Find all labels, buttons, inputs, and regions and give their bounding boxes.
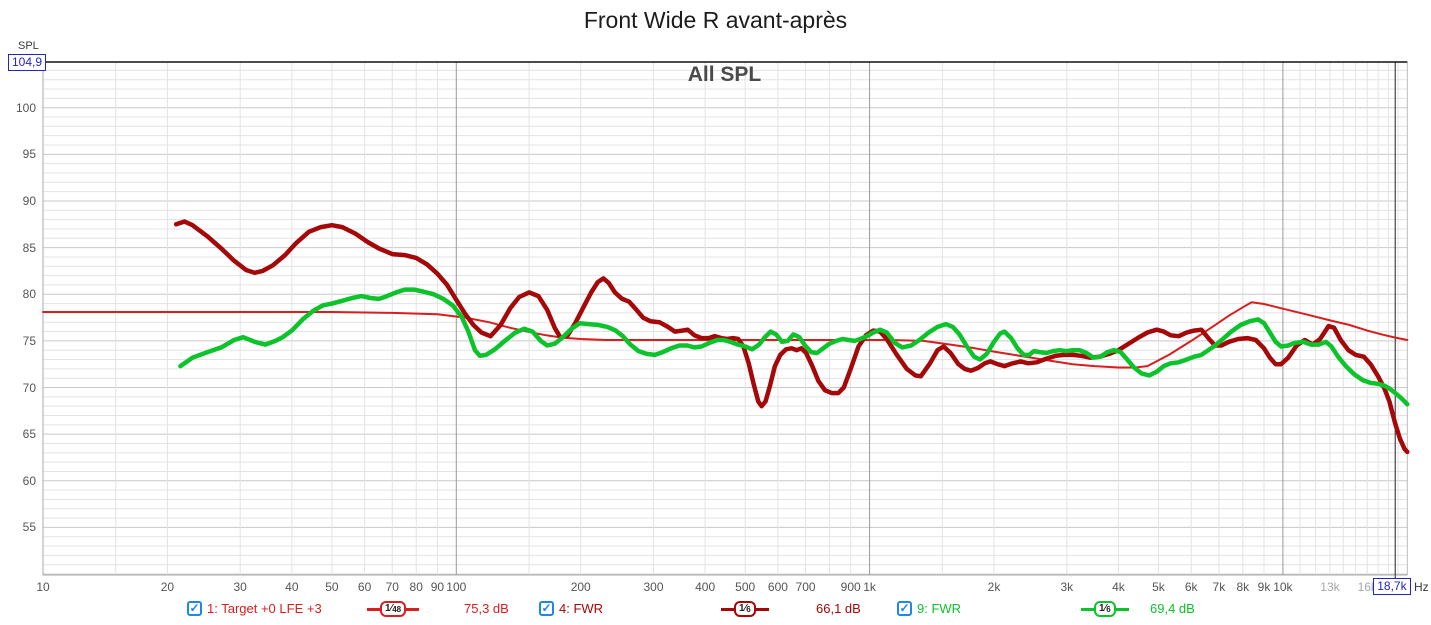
chart-subtitle: All SPL: [687, 63, 762, 86]
x-tick-label: 1k: [863, 580, 876, 594]
x-tick-label: 2k: [987, 580, 1001, 594]
x-axis-unit-label: Hz: [1414, 580, 1429, 594]
legend-value-2: 66,1 dB: [816, 601, 861, 616]
x-tick-label: 6k: [1184, 580, 1198, 594]
x-tick-label: 100: [446, 580, 467, 594]
cursor-spl-readout: 104,9: [8, 54, 47, 71]
y-tick-label: 85: [22, 240, 36, 255]
page-title: Front Wide R avant-après: [583, 7, 848, 33]
y-tick-label: 65: [22, 427, 36, 442]
x-tick-label: 200: [570, 580, 591, 594]
y-tick-label: 75: [22, 333, 36, 348]
legend-smoothing-badge-3: 1⁄ 6: [1081, 600, 1129, 618]
y-tick-label: 90: [22, 193, 36, 208]
y-tick-label: 55: [22, 520, 36, 535]
legend-label-1: 1: Target +0 LFE +3: [207, 601, 322, 616]
y-tick-label: 100: [15, 100, 36, 115]
legend-smoothing-badge-2: 1⁄ 6: [721, 600, 769, 618]
x-tick-label: 80: [409, 580, 423, 594]
legend-value-1: 75,3 dB: [464, 601, 509, 616]
y-tick-label: 80: [22, 287, 36, 302]
x-tick-label: 30: [233, 580, 247, 594]
x-tick-label: 8k: [1236, 580, 1250, 594]
legend-value-3: 69,4 dB: [1150, 601, 1195, 616]
legend-label-2: 4: FWR: [559, 601, 604, 616]
gridlines: [42, 61, 1408, 578]
x-tick-label: 50: [325, 580, 339, 594]
x-tick-label: 300: [643, 580, 664, 594]
curve-fwr-before: [173, 219, 1410, 455]
curve-target: [42, 301, 1409, 369]
x-tick-label: 60: [357, 580, 372, 594]
x-tick-label: 10k: [1273, 580, 1293, 594]
x-tick-label: 13k: [1320, 580, 1340, 594]
cursor-frequency-readout: 18,7k: [1373, 578, 1411, 595]
legend-checkbox-1[interactable]: ✓: [187, 601, 202, 616]
x-tick-label: 70: [385, 580, 399, 594]
x-tick-label: 3k: [1060, 580, 1074, 594]
x-tick-label: 600: [767, 580, 788, 594]
x-tick-label: 20: [160, 580, 175, 594]
y-tick-label: 60: [22, 473, 36, 488]
legend-smoothing-badge-1: 1⁄ 48: [367, 600, 420, 618]
x-tick-label: 10: [36, 580, 50, 594]
x-tick-label: 90: [430, 580, 445, 594]
x-tick-label: 5k: [1152, 580, 1165, 594]
legend-checkbox-3[interactable]: ✓: [897, 601, 912, 616]
y-tick-label: 95: [22, 147, 36, 162]
x-tick-label: 400: [695, 580, 716, 594]
x-tick-label: 9k: [1257, 580, 1271, 594]
x-tick-label: 7k: [1212, 580, 1226, 594]
x-tick-label: 16k: [1357, 580, 1377, 594]
x-tick-label: 500: [735, 580, 756, 594]
legend-label-3: 9: FWR: [917, 601, 962, 616]
x-tick-label: 700: [795, 580, 816, 594]
x-tick-label: 900: [840, 580, 861, 594]
x-tick-label: 4k: [1112, 580, 1125, 594]
y-axis-title: SPL: [18, 40, 39, 52]
legend-checkbox-2[interactable]: ✓: [539, 601, 554, 616]
y-tick-label: 70: [22, 380, 36, 395]
x-tick-label: 40: [285, 580, 299, 594]
curve-fwr-after: [178, 287, 1410, 407]
